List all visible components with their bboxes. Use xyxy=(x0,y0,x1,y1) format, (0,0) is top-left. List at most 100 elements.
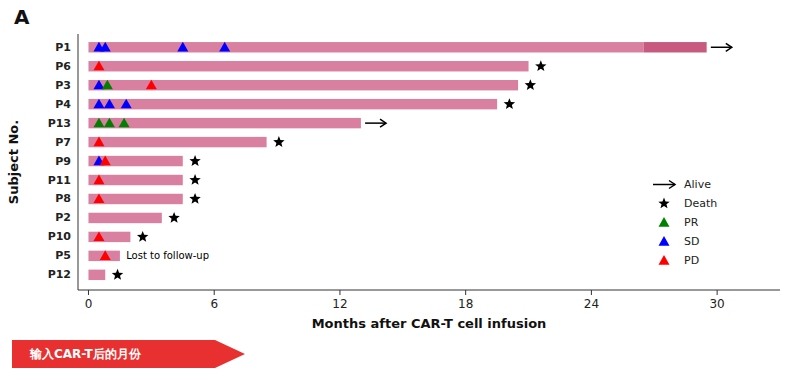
triangle xyxy=(659,255,670,265)
death-star xyxy=(189,193,200,204)
triangle xyxy=(93,193,104,203)
bar xyxy=(88,156,182,166)
response-marker xyxy=(93,61,104,71)
triangle xyxy=(102,80,113,90)
y-tick-label: P7 xyxy=(55,136,71,149)
axes: 0612182430P1P6P3P4P13P7P9P11P8P2P10P5P12 xyxy=(48,34,780,311)
response-marker xyxy=(93,99,104,109)
chart: Lost to follow-up0612182430P1P6P3P4P13P7… xyxy=(0,0,800,380)
response-marker xyxy=(93,193,104,203)
bar xyxy=(88,99,497,109)
arrow-head xyxy=(380,119,386,127)
legend-label: SD xyxy=(684,235,699,248)
arrow-shaft xyxy=(365,122,386,124)
legend: AliveDeathPRSDPD xyxy=(653,178,717,267)
legend-label: PR xyxy=(684,216,699,229)
star xyxy=(525,79,536,90)
y-tick-label: P9 xyxy=(55,155,71,168)
response-marker xyxy=(100,250,111,260)
response-marker xyxy=(219,42,230,52)
bar xyxy=(88,251,119,261)
response-marker xyxy=(93,231,104,241)
alive-arrow xyxy=(711,43,732,51)
star xyxy=(189,155,200,166)
star xyxy=(273,136,284,147)
death-star xyxy=(535,60,546,71)
death-star xyxy=(189,155,200,166)
plot-area xyxy=(88,42,706,280)
y-tick-label: P5 xyxy=(55,249,71,262)
triangle xyxy=(104,118,115,128)
response-marker xyxy=(177,42,188,52)
arrow-head xyxy=(669,181,675,189)
bar xyxy=(88,61,528,71)
triangle xyxy=(100,250,111,260)
annotation-arrow xyxy=(12,340,245,368)
bar xyxy=(88,118,360,128)
y-tick-label: P11 xyxy=(48,174,71,187)
triangle xyxy=(93,231,104,241)
death-star xyxy=(189,174,200,185)
star xyxy=(189,193,200,204)
y-tick-label: P4 xyxy=(55,98,71,111)
death-star xyxy=(168,212,179,223)
triangle xyxy=(659,236,670,246)
response-marker xyxy=(93,118,104,128)
title: A xyxy=(14,5,30,29)
x-tick xyxy=(591,290,592,295)
response-marker xyxy=(121,99,132,109)
triangle xyxy=(146,80,157,90)
x-tick xyxy=(339,290,340,295)
outcome-label: Lost to follow-up xyxy=(126,250,209,261)
triangle xyxy=(93,61,104,71)
triangle xyxy=(93,118,104,128)
triangle xyxy=(121,99,132,109)
star xyxy=(137,231,148,242)
y-axis-line xyxy=(78,34,79,290)
x-tick-label: 6 xyxy=(210,297,218,311)
alive-arrow xyxy=(365,119,386,127)
y-tick-label: P13 xyxy=(48,117,71,130)
bar xyxy=(88,270,105,280)
y-tick-label: P2 xyxy=(55,211,71,224)
response-marker xyxy=(93,137,104,147)
triangle xyxy=(104,99,115,109)
response-marker xyxy=(146,80,157,90)
death-star xyxy=(504,98,515,109)
y-tick-label: P8 xyxy=(55,192,71,205)
bar xyxy=(88,175,182,185)
response-marker xyxy=(102,80,113,90)
bar xyxy=(644,42,707,52)
death-star xyxy=(273,136,284,147)
y-tick-label: P10 xyxy=(48,230,72,243)
bar xyxy=(88,137,266,147)
arrow-shaft xyxy=(653,184,675,186)
x-tick-label: 12 xyxy=(332,297,347,311)
response-marker xyxy=(93,175,104,185)
legend-label: Death xyxy=(684,197,717,210)
triangle xyxy=(93,137,104,147)
y-tick-label: P1 xyxy=(55,41,71,54)
response-marker xyxy=(100,156,111,166)
response-marker xyxy=(119,118,130,128)
bar xyxy=(88,232,130,242)
y-axis-label: Subject No. xyxy=(6,120,21,204)
arrow-head xyxy=(726,43,732,51)
y-tick-label: P6 xyxy=(55,60,71,73)
star xyxy=(189,174,200,185)
star xyxy=(112,269,123,280)
arrow-shaft xyxy=(711,47,732,49)
legend-label: PD xyxy=(684,254,699,267)
x-tick-label: 18 xyxy=(458,297,473,311)
x-tick xyxy=(88,290,89,295)
x-axis-label: Months after CAR-T cell infusion xyxy=(312,316,547,331)
triangle xyxy=(219,42,230,52)
legend-symbol xyxy=(659,255,670,265)
triangle xyxy=(93,99,104,109)
legend-symbol xyxy=(659,236,670,246)
y-tick-label: P12 xyxy=(48,268,71,281)
star xyxy=(168,212,179,223)
response-marker xyxy=(100,42,111,52)
bar xyxy=(88,42,643,52)
triangle xyxy=(100,42,111,52)
